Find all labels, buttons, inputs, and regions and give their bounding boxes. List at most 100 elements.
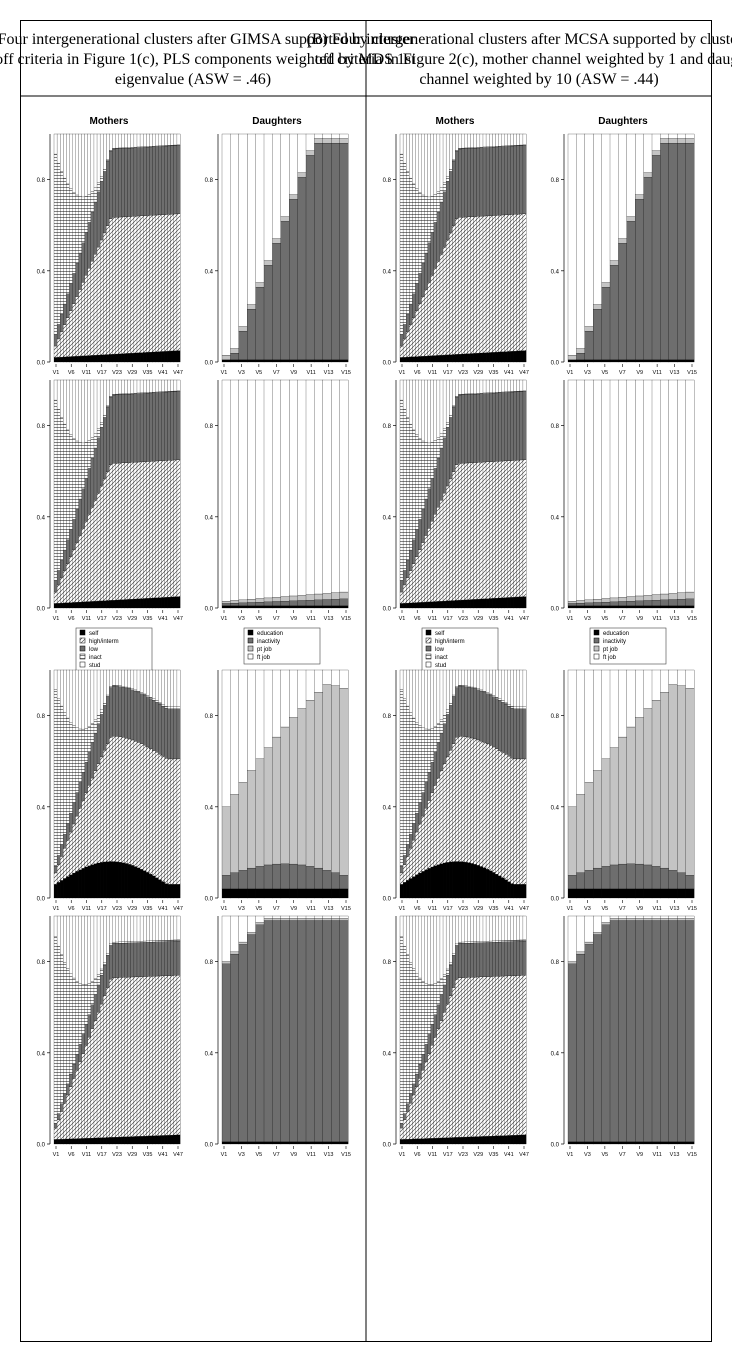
bar-segment bbox=[402, 570, 407, 586]
bar-segment bbox=[75, 542, 79, 603]
bar-segment bbox=[427, 915, 432, 985]
bar-segment bbox=[409, 669, 413, 713]
bar-segment bbox=[115, 353, 119, 363]
bar-segment bbox=[479, 741, 484, 867]
bar-segment bbox=[593, 669, 602, 771]
bar-segment bbox=[677, 915, 686, 919]
bar-segment bbox=[635, 915, 644, 919]
bar-segment bbox=[75, 356, 79, 363]
bar-segment bbox=[106, 354, 110, 363]
stacked-area-plot: 0.00.40.8V1 V3 V5 V7 V9 V11 V13 V15 bbox=[551, 133, 697, 376]
stacked-area-plot: 0.00.40.8V1 V6 V11 V17 V23 V29 V35 V41 V47 bbox=[37, 133, 183, 376]
x-tick-label: V6 bbox=[68, 616, 75, 622]
bar-segment bbox=[118, 133, 122, 149]
bar-segment bbox=[272, 736, 282, 865]
bar-segment bbox=[449, 415, 453, 418]
bar-segment bbox=[601, 866, 611, 890]
bar-segment bbox=[618, 1141, 628, 1145]
bar-segment bbox=[84, 762, 89, 794]
bar-segment bbox=[464, 353, 468, 363]
y-tick-label: 0.0 bbox=[551, 607, 560, 613]
bar-segment bbox=[501, 975, 505, 1136]
bar-segment bbox=[161, 756, 165, 882]
bar-segment bbox=[164, 351, 169, 363]
bar-segment bbox=[464, 977, 468, 1138]
bar-segment bbox=[305, 133, 315, 151]
bar-segment bbox=[127, 688, 132, 740]
bar-segment bbox=[280, 359, 290, 363]
bar-segment bbox=[476, 942, 481, 978]
bar-segment bbox=[430, 379, 435, 443]
bar-segment bbox=[668, 138, 678, 144]
bar-segment bbox=[498, 351, 502, 363]
bar-segment bbox=[72, 669, 76, 726]
bar-segment bbox=[492, 696, 496, 748]
bar-segment bbox=[522, 706, 527, 709]
bar-segment bbox=[510, 941, 515, 976]
y-tick-label: 0.8 bbox=[37, 714, 46, 720]
bar-segment bbox=[601, 915, 611, 923]
bar-segment bbox=[130, 942, 135, 978]
bar-segment bbox=[69, 915, 73, 974]
bar-segment bbox=[103, 379, 107, 416]
legend-label: pt job bbox=[257, 647, 272, 653]
bar-segment bbox=[576, 794, 586, 873]
bar-segment bbox=[221, 603, 231, 606]
bar-segment bbox=[482, 352, 487, 363]
bar-segment bbox=[430, 232, 435, 276]
bar-segment bbox=[127, 976, 132, 1137]
bar-segment bbox=[452, 861, 456, 899]
bar-segment bbox=[161, 975, 165, 1136]
bar-segment bbox=[56, 882, 61, 899]
bar-segment bbox=[87, 133, 92, 195]
bar-segment bbox=[176, 940, 181, 976]
bar-segment bbox=[504, 379, 508, 392]
bar-segment bbox=[322, 915, 332, 919]
bar-segment bbox=[409, 712, 413, 835]
bar-segment bbox=[72, 303, 76, 357]
bar-segment bbox=[60, 1111, 64, 1140]
bar-segment bbox=[103, 600, 107, 609]
bar-segment bbox=[81, 355, 86, 363]
bar-segment bbox=[479, 352, 484, 363]
bar-segment bbox=[322, 379, 332, 594]
bar-segment bbox=[305, 915, 315, 919]
bar-segment bbox=[406, 844, 410, 857]
bar-segment bbox=[436, 133, 441, 192]
bar-segment bbox=[84, 521, 89, 602]
bar-segment bbox=[495, 392, 499, 462]
bar-segment bbox=[63, 177, 67, 305]
bar-segment bbox=[149, 461, 153, 599]
bar-segment bbox=[476, 915, 481, 942]
bar-segment bbox=[106, 161, 110, 227]
bar-segment bbox=[56, 324, 61, 340]
bar-segment bbox=[485, 147, 490, 216]
legend-label: ft job bbox=[603, 655, 617, 661]
bar-segment bbox=[415, 283, 419, 311]
bar-segment bbox=[492, 352, 496, 363]
bar-segment bbox=[69, 283, 73, 311]
bar-segment bbox=[609, 379, 619, 599]
bar-segment bbox=[115, 599, 119, 609]
bar-segment bbox=[176, 706, 181, 709]
bar-segment bbox=[152, 875, 156, 899]
bar-segment bbox=[439, 447, 444, 501]
x-tick-label: V7 bbox=[273, 906, 280, 912]
bar-segment bbox=[501, 752, 505, 878]
bar-segment bbox=[399, 936, 404, 1124]
x-tick-label: V1 bbox=[53, 906, 60, 912]
bar-segment bbox=[576, 669, 586, 795]
bar-segment bbox=[115, 736, 119, 862]
bar-segment bbox=[430, 521, 435, 602]
bar-segment bbox=[488, 379, 493, 393]
bar-segment bbox=[230, 872, 240, 890]
bar-segment bbox=[439, 187, 444, 203]
bar-segment bbox=[139, 461, 144, 599]
bar-segment bbox=[164, 133, 169, 146]
bar-segment bbox=[84, 1024, 89, 1046]
bar-segment bbox=[173, 1134, 178, 1145]
bar-segment bbox=[455, 915, 459, 945]
bar-segment bbox=[476, 379, 481, 394]
bar-segment bbox=[84, 669, 89, 729]
bar-segment bbox=[149, 146, 153, 216]
